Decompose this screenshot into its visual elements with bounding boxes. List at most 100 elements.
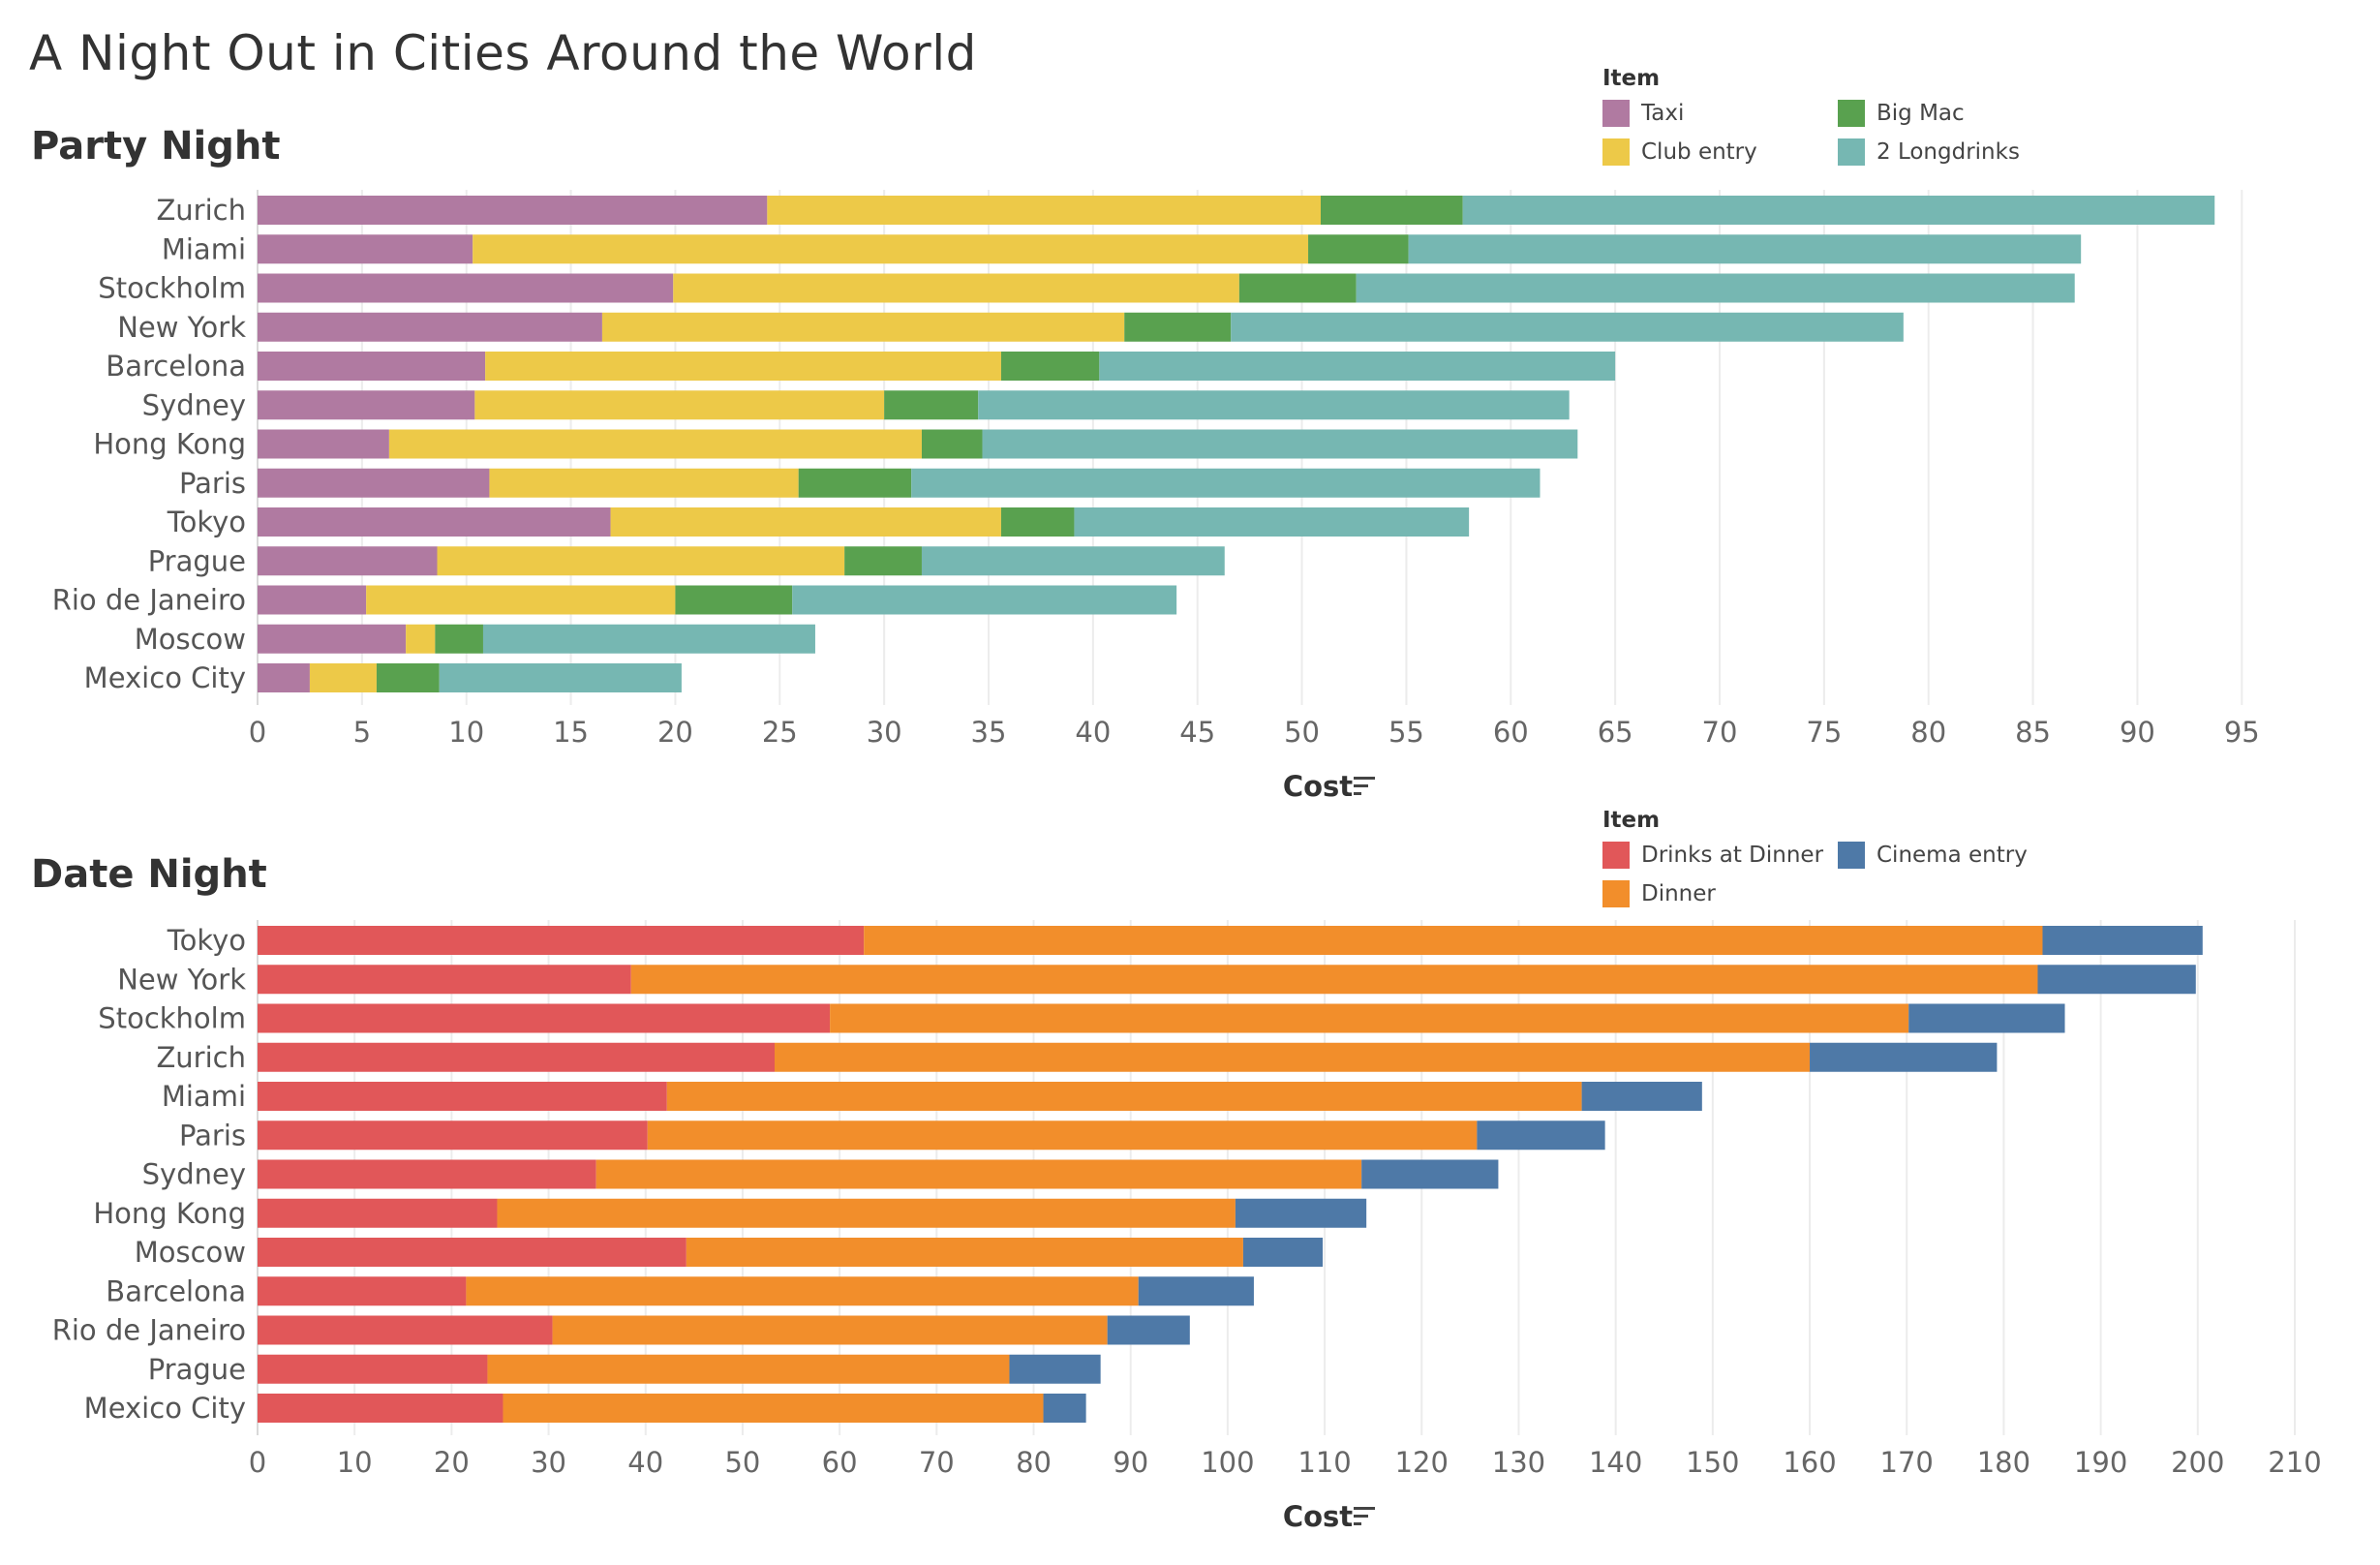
x-tick-label: 75 xyxy=(1806,716,1842,749)
category-label-miami: Miami xyxy=(162,232,246,265)
bar-stockholm-club-entry xyxy=(673,273,1239,303)
bar-moscow-taxi xyxy=(258,624,407,654)
legend-item-drinks-at-dinner[interactable]: Drinks at Dinner xyxy=(1602,841,1823,870)
x-tick-label: 160 xyxy=(1783,1446,1836,1479)
big-mac-swatch xyxy=(1838,100,1865,127)
bar-zurich-cinema-entry xyxy=(1810,1042,1998,1072)
category-label-barcelona: Barcelona xyxy=(106,1274,246,1307)
bar-moscow-big-mac xyxy=(435,624,483,654)
bar-miami-big-mac xyxy=(1308,234,1409,264)
category-label-sydney: Sydney xyxy=(142,1158,246,1191)
bar-stockholm-cinema-entry xyxy=(1908,1003,2065,1033)
bar-moscow-cinema-entry xyxy=(1242,1238,1324,1267)
bar-zurich-taxi xyxy=(258,196,768,225)
x-tick-label: 190 xyxy=(2074,1446,2127,1479)
category-label-rio-de-janeiro: Rio de Janeiro xyxy=(52,584,246,617)
bar-tokyo-cinema-entry xyxy=(2042,926,2203,955)
page-title: A Night Out in Cities Around the World xyxy=(29,25,977,81)
x-tick-label: 0 xyxy=(249,1446,266,1479)
sort-icon[interactable] xyxy=(1354,1507,1375,1525)
category-label-sydney: Sydney xyxy=(142,388,246,421)
x-tick-label: 100 xyxy=(1201,1446,1254,1479)
sort-icon-bar xyxy=(1354,777,1375,780)
bar-paris-drinks-at-dinner xyxy=(258,1120,648,1151)
bar-rio-de-janeiro-drinks-at-dinner xyxy=(258,1315,553,1345)
bar-barcelona-taxi xyxy=(258,352,486,381)
bar-mexico-city-2-longdrinks xyxy=(439,663,682,692)
category-label-hong-kong: Hong Kong xyxy=(93,428,246,461)
bar-mexico-city-club-entry xyxy=(309,663,377,692)
bar-hong-kong-cinema-entry xyxy=(1235,1198,1367,1228)
category-label-rio-de-janeiro: Rio de Janeiro xyxy=(52,1314,246,1347)
bar-prague-taxi xyxy=(258,546,438,576)
sort-icon[interactable] xyxy=(1354,777,1375,795)
x-tick-label: 25 xyxy=(762,716,798,749)
bar-new-york-drinks-at-dinner xyxy=(258,965,631,995)
bar-tokyo-big-mac xyxy=(1000,507,1075,537)
sort-icon-bar xyxy=(1354,784,1368,787)
bar-prague-big-mac xyxy=(844,546,922,576)
bar-barcelona-cinema-entry xyxy=(1138,1276,1254,1306)
bar-miami-drinks-at-dinner xyxy=(258,1082,667,1111)
x-tick-label: 55 xyxy=(1388,716,1424,749)
legend-item-dinner[interactable]: Dinner xyxy=(1602,879,1716,908)
date-legend-title: Item xyxy=(1602,808,1661,833)
legend-item-cinema-entry[interactable]: Cinema entry xyxy=(1838,841,2028,870)
x-tick-label: 210 xyxy=(2268,1446,2321,1479)
bar-rio-de-janeiro-dinner xyxy=(552,1315,1108,1345)
category-label-paris: Paris xyxy=(179,1119,246,1151)
bar-paris-club-entry xyxy=(489,468,799,498)
x-tick-label: 10 xyxy=(337,1446,373,1479)
x-tick-label: 95 xyxy=(2224,716,2260,749)
bar-barcelona-club-entry xyxy=(485,352,1001,381)
bar-stockholm-dinner xyxy=(830,1003,1909,1033)
x-tick-label: 90 xyxy=(2120,716,2155,749)
category-label-new-york: New York xyxy=(117,311,246,344)
bar-rio-de-janeiro-club-entry xyxy=(366,585,676,615)
bar-zurich-drinks-at-dinner xyxy=(258,1042,776,1072)
x-axis-title: Cost xyxy=(1283,1500,1353,1533)
legend-item-club-entry[interactable]: Club entry xyxy=(1602,138,1757,167)
x-tick-label: 90 xyxy=(1113,1446,1148,1479)
category-label-mexico-city: Mexico City xyxy=(84,661,246,694)
x-tick-label: 20 xyxy=(434,1446,470,1479)
x-tick-label: 170 xyxy=(1880,1446,1934,1479)
bar-new-york-dinner xyxy=(630,965,2038,995)
bar-hong-kong-2-longdrinks xyxy=(982,429,1578,459)
date-legend: Item Drinks at Dinner Cinema entry Dinne… xyxy=(1602,808,2087,914)
legend-item-taxi[interactable]: Taxi xyxy=(1602,99,1684,128)
bar-zurich-dinner xyxy=(775,1042,1811,1072)
x-tick-label: 130 xyxy=(1492,1446,1545,1479)
bar-rio-de-janeiro-taxi xyxy=(258,585,367,615)
legend-item-longdrinks[interactable]: 2 Longdrinks xyxy=(1838,138,2020,167)
bar-stockholm-big-mac xyxy=(1238,273,1357,303)
legend-label-dinner: Dinner xyxy=(1641,881,1716,906)
date-night-title: Date Night xyxy=(31,852,267,897)
bar-new-york-big-mac xyxy=(1124,312,1232,342)
bar-prague-club-entry xyxy=(437,546,845,576)
bar-paris-cinema-entry xyxy=(1477,1120,1605,1151)
legend-label-drinks-at-dinner: Drinks at Dinner xyxy=(1641,843,1824,868)
bar-sydney-2-longdrinks xyxy=(978,390,1570,420)
bar-hong-kong-taxi xyxy=(258,429,389,459)
bar-zurich-big-mac xyxy=(1320,196,1463,225)
category-label-zurich: Zurich xyxy=(156,1041,246,1074)
category-label-moscow: Moscow xyxy=(135,1236,246,1269)
bar-mexico-city-taxi xyxy=(258,663,310,692)
x-tick-label: 35 xyxy=(971,716,1007,749)
bar-mexico-city-drinks-at-dinner xyxy=(258,1394,503,1423)
bar-new-york-2-longdrinks xyxy=(1231,312,1904,342)
x-axis-title: Cost xyxy=(1283,770,1353,803)
bar-barcelona-big-mac xyxy=(1000,352,1100,381)
x-tick-label: 150 xyxy=(1686,1446,1739,1479)
bar-moscow-2-longdrinks xyxy=(482,624,815,654)
x-tick-label: 110 xyxy=(1297,1446,1351,1479)
party-night-chart: Zurich Miami Stockholm New York Barcelona Syd… xyxy=(52,190,2260,803)
bar-sydney-cinema-entry xyxy=(1361,1159,1499,1189)
bar-rio-de-janeiro-big-mac xyxy=(675,585,793,615)
legend-item-big-mac[interactable]: Big Mac xyxy=(1838,99,1965,128)
bar-zurich-club-entry xyxy=(767,196,1321,225)
bar-moscow-club-entry xyxy=(406,624,436,654)
bar-miami-dinner xyxy=(666,1082,1582,1111)
club-entry-swatch xyxy=(1602,138,1630,166)
